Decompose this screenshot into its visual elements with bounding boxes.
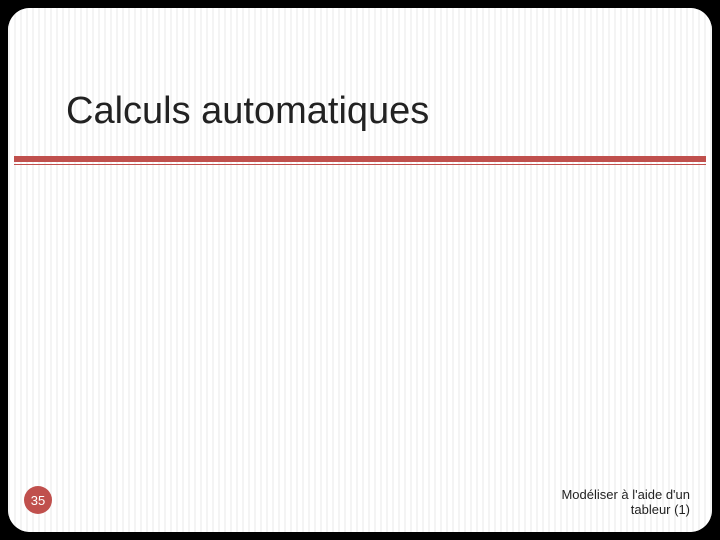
divider-thin: [14, 164, 706, 165]
footer-text: Modéliser à l'aide d'un tableur (1): [561, 487, 690, 518]
slide: Calculs automatiques 35 Modéliser à l'ai…: [8, 8, 712, 532]
page-number: 35: [31, 493, 45, 508]
divider-thick: [14, 156, 706, 162]
background-pinstripe: [8, 8, 712, 532]
slide-title: Calculs automatiques: [66, 90, 429, 133]
title-divider: [14, 156, 706, 165]
page-number-badge: 35: [24, 486, 52, 514]
